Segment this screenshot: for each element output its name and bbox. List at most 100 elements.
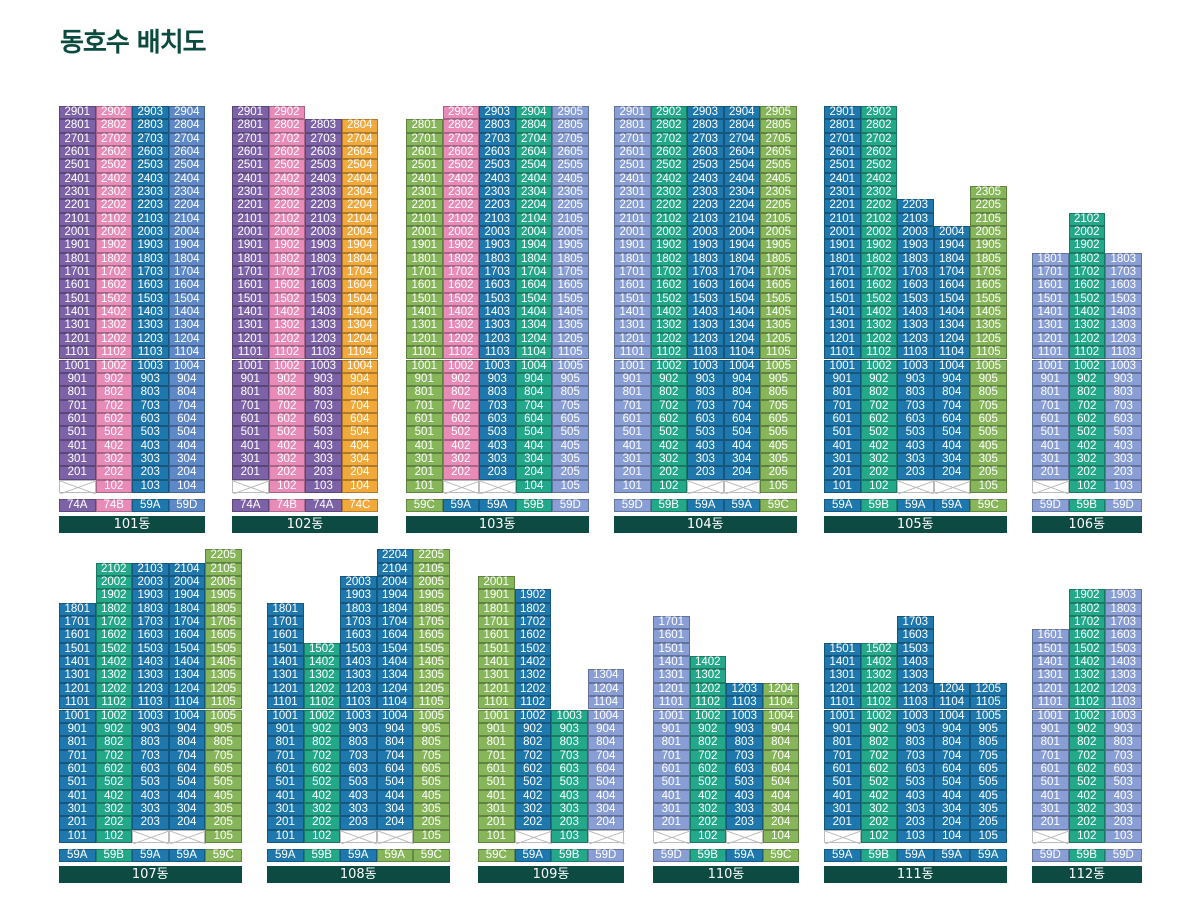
unit-cell[interactable]: 202 <box>514 816 551 830</box>
unit-cell[interactable]: 1103 <box>479 346 516 360</box>
unit-cell[interactable]: 1003 <box>551 709 588 723</box>
unit-cell[interactable]: 405 <box>205 789 242 803</box>
unit-cell[interactable]: 2903 <box>132 105 169 120</box>
unit-cell[interactable]: 2202 <box>860 199 897 213</box>
unit-cell[interactable]: 504 <box>723 426 760 440</box>
unit-cell[interactable]: 1005 <box>413 709 450 723</box>
unit-cell[interactable]: 201 <box>267 816 304 830</box>
unit-cell[interactable]: 501 <box>1032 776 1069 790</box>
unit-cell[interactable]: 303 <box>551 802 588 817</box>
unit-cell[interactable]: 1003 <box>1105 709 1142 723</box>
unit-cell[interactable]: 1004 <box>723 359 760 373</box>
unit-cell[interactable]: 903 <box>1105 372 1142 387</box>
unit-cell[interactable]: 1705 <box>552 266 589 280</box>
unit-cell[interactable]: 1403 <box>132 656 169 670</box>
unit-cell[interactable]: 603 <box>687 412 724 427</box>
unit-cell[interactable]: 1901 <box>59 239 96 253</box>
unit-cell[interactable]: 805 <box>552 386 589 400</box>
unit-cell[interactable]: 1701 <box>1032 266 1069 280</box>
unit-cell[interactable]: 1104 <box>515 346 552 360</box>
unit-cell[interactable]: 1402 <box>514 656 551 670</box>
unit-cell[interactable]: 1805 <box>552 252 589 267</box>
unit-cell[interactable]: 2203 <box>305 199 342 213</box>
unit-cell[interactable]: 2001 <box>232 226 269 240</box>
unit-cell[interactable]: 1505 <box>970 292 1007 307</box>
unit-cell[interactable]: 2305 <box>552 185 589 200</box>
unit-cell[interactable]: 602 <box>1068 412 1105 427</box>
unit-cell[interactable]: 803 <box>479 386 516 400</box>
unit-cell[interactable]: 701 <box>614 399 651 413</box>
unit-cell[interactable]: 2701 <box>59 132 96 146</box>
unit-cell[interactable]: 1503 <box>687 292 724 307</box>
unit-cell[interactable]: 102 <box>860 479 897 493</box>
unit-cell[interactable]: 2003 <box>132 576 169 590</box>
unit-cell[interactable]: 1501 <box>478 642 515 657</box>
unit-cell[interactable]: 2201 <box>614 199 651 213</box>
unit-cell[interactable]: 1401 <box>824 656 861 670</box>
unit-cell[interactable]: 1101 <box>59 346 96 360</box>
unit-cell[interactable]: 703 <box>1105 399 1142 413</box>
unit-cell[interactable]: 203 <box>1105 466 1142 480</box>
unit-cell[interactable]: 1403 <box>479 306 516 320</box>
unit-cell[interactable]: 701 <box>59 399 96 413</box>
unit-cell[interactable]: 705 <box>970 749 1007 763</box>
unit-cell[interactable]: 1504 <box>376 642 413 657</box>
unit-cell[interactable]: 303 <box>479 452 516 467</box>
unit-cell[interactable]: 2203 <box>479 199 516 213</box>
unit-cell[interactable]: 703 <box>897 749 934 763</box>
unit-cell[interactable]: 102 <box>303 829 340 843</box>
unit-cell[interactable]: 1402 <box>860 306 897 320</box>
unit-cell[interactable]: 1104 <box>933 696 970 710</box>
unit-cell[interactable]: 1302 <box>1068 669 1105 683</box>
unit-cell[interactable]: 501 <box>614 426 651 440</box>
unit-cell[interactable]: 1003 <box>726 709 763 723</box>
unit-cell[interactable]: 805 <box>413 736 450 750</box>
unit-cell[interactable]: 905 <box>760 372 797 387</box>
unit-cell[interactable]: 703 <box>479 399 516 413</box>
unit-cell[interactable]: 1902 <box>1068 239 1105 253</box>
unit-cell[interactable]: 1403 <box>305 306 342 320</box>
unit-cell[interactable]: 1003 <box>1105 359 1142 373</box>
unit-cell[interactable]: 1701 <box>614 266 651 280</box>
unit-cell[interactable]: 1405 <box>970 306 1007 320</box>
unit-cell[interactable]: 605 <box>970 412 1007 427</box>
unit-cell[interactable]: 902 <box>650 372 687 387</box>
unit-cell[interactable]: 1001 <box>824 709 861 723</box>
unit-cell[interactable]: 1601 <box>406 279 443 293</box>
unit-cell[interactable]: 902 <box>860 722 897 737</box>
unit-cell[interactable]: 2204 <box>168 199 205 213</box>
unit-cell[interactable]: 602 <box>442 412 479 427</box>
unit-cell[interactable]: 301 <box>653 802 690 817</box>
unit-cell[interactable]: 205 <box>552 466 589 480</box>
unit-cell[interactable]: 604 <box>341 412 378 427</box>
unit-cell[interactable]: 1701 <box>824 266 861 280</box>
unit-cell[interactable]: 803 <box>340 736 377 750</box>
unit-cell[interactable]: 1301 <box>1032 669 1069 683</box>
unit-cell[interactable]: 2404 <box>168 172 205 186</box>
unit-cell[interactable]: 704 <box>723 399 760 413</box>
unit-cell[interactable]: 602 <box>650 412 687 427</box>
unit-cell[interactable]: 704 <box>168 399 205 413</box>
unit-cell[interactable]: 1005 <box>552 359 589 373</box>
unit-cell[interactable]: 901 <box>232 372 269 387</box>
unit-cell[interactable]: 704 <box>762 749 799 763</box>
unit-cell[interactable]: 504 <box>341 426 378 440</box>
unit-cell[interactable]: 2901 <box>614 105 651 120</box>
unit-cell[interactable]: 403 <box>897 439 934 453</box>
unit-cell[interactable]: 2001 <box>406 226 443 240</box>
unit-cell[interactable]: 1803 <box>340 602 377 617</box>
unit-cell[interactable]: 2002 <box>860 226 897 240</box>
unit-cell[interactable]: 201 <box>614 466 651 480</box>
unit-cell[interactable]: 502 <box>95 776 132 790</box>
unit-cell[interactable]: 601 <box>1032 412 1069 427</box>
unit-cell[interactable]: 304 <box>515 452 552 467</box>
unit-cell[interactable]: 205 <box>970 816 1007 830</box>
unit-cell[interactable]: 1502 <box>442 292 479 307</box>
unit-cell[interactable]: 1102 <box>95 696 132 710</box>
unit-cell[interactable]: 1501 <box>1032 642 1069 657</box>
unit-cell[interactable]: 803 <box>305 386 342 400</box>
unit-cell[interactable]: 2104 <box>168 562 205 576</box>
unit-cell[interactable]: 1305 <box>413 669 450 683</box>
unit-cell[interactable]: 704 <box>587 749 624 763</box>
unit-cell[interactable]: 2602 <box>650 145 687 160</box>
